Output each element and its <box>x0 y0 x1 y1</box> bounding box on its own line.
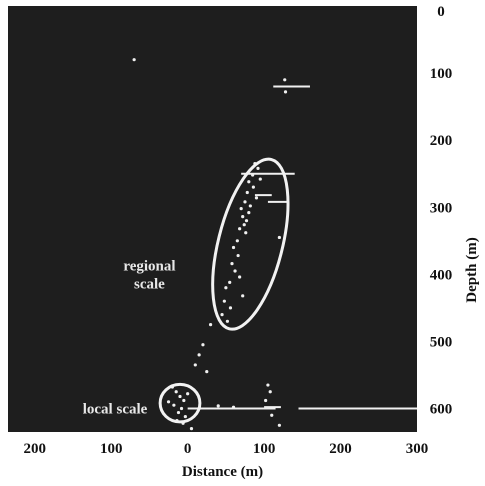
x-tick-label-5: 300 <box>406 441 429 457</box>
event-point-34 <box>208 323 213 327</box>
x-tick-label-3: 100 <box>253 441 276 457</box>
event-point-50 <box>176 410 181 415</box>
event-point-15 <box>241 215 245 219</box>
y-tick-label-6: 600 <box>430 402 453 418</box>
event-point-27 <box>228 280 232 284</box>
event-point-35 <box>201 343 205 347</box>
event-point-17 <box>242 223 246 227</box>
event-point-57 <box>189 427 194 431</box>
event-point-4 <box>256 166 260 170</box>
annotation-layer: regional scale local scale <box>83 157 290 424</box>
x-tick-label-2: 0 <box>184 441 192 457</box>
event-point-24 <box>230 262 234 266</box>
annotation-label-0-0: regional <box>123 258 175 274</box>
event-point-13 <box>239 207 243 211</box>
event-point-29 <box>241 294 245 298</box>
event-point-39 <box>266 383 270 387</box>
x-tick-labels: 200 100 0 100 200 300 <box>24 441 429 457</box>
event-point-59 <box>186 392 190 396</box>
event-point-42 <box>270 413 274 417</box>
event-point-16 <box>244 219 249 223</box>
plot-background <box>8 6 417 432</box>
y-tick-label-2: 200 <box>430 133 453 149</box>
x-tick-label-1: 100 <box>100 441 123 457</box>
event-point-6 <box>258 177 262 181</box>
y-tick-label-0: 0 <box>437 4 445 20</box>
event-point-0 <box>132 58 136 62</box>
event-point-33 <box>225 319 230 323</box>
event-point-40 <box>268 390 272 394</box>
event-point-55 <box>216 404 220 408</box>
event-point-26 <box>238 275 242 279</box>
event-point-20 <box>277 235 281 240</box>
event-point-12 <box>248 204 252 208</box>
event-point-46 <box>178 394 182 399</box>
y-tick-labels: 0 100 200 300 400 500 600 <box>430 4 453 418</box>
event-point-1 <box>283 78 287 82</box>
x-axis-title: Distance (m) <box>182 464 263 480</box>
event-point-25 <box>233 269 237 273</box>
event-point-2 <box>283 90 288 94</box>
event-point-37 <box>193 363 197 367</box>
event-point-49 <box>179 406 184 411</box>
event-point-36 <box>197 353 201 357</box>
y-tick-label-3: 300 <box>430 200 453 216</box>
event-point-51 <box>183 414 187 419</box>
event-point-45 <box>174 390 178 394</box>
event-point-43 <box>277 423 281 427</box>
y-tick-label-5: 500 <box>430 334 453 350</box>
event-point-47 <box>182 398 186 403</box>
event-point-28 <box>224 286 228 290</box>
x-tick-label-4: 200 <box>329 441 352 457</box>
event-point-18 <box>238 227 242 231</box>
event-point-14 <box>247 211 251 215</box>
event-point-22 <box>231 245 236 250</box>
event-point-23 <box>236 253 240 258</box>
event-point-5 <box>251 173 255 177</box>
event-point-41 <box>264 398 268 403</box>
annotation-label-1-0: local scale <box>83 402 148 418</box>
event-point-32 <box>220 312 224 317</box>
annotation-ellipse-1 <box>158 382 202 424</box>
event-point-8 <box>251 185 255 189</box>
y-tick-label-1: 100 <box>430 66 453 82</box>
event-point-30 <box>222 299 226 303</box>
event-point-38 <box>205 370 209 374</box>
point-layer <box>132 58 288 431</box>
y-axis-title: Depth (m) <box>464 237 480 302</box>
event-point-48 <box>172 403 176 407</box>
event-point-9 <box>245 190 249 195</box>
annotation-ellipse-0 <box>211 157 290 331</box>
event-point-31 <box>228 306 233 310</box>
y-tick-label-4: 400 <box>430 267 453 283</box>
event-point-58 <box>166 400 171 404</box>
event-point-10 <box>254 196 259 200</box>
event-point-11 <box>243 200 247 204</box>
segment-layer <box>187 85 417 410</box>
event-point-19 <box>244 231 248 235</box>
event-point-7 <box>247 180 251 184</box>
event-point-21 <box>235 239 239 243</box>
event-point-56 <box>231 405 236 409</box>
annotation-label-0-1: scale <box>134 276 165 292</box>
x-tick-label-0: 200 <box>24 441 47 457</box>
